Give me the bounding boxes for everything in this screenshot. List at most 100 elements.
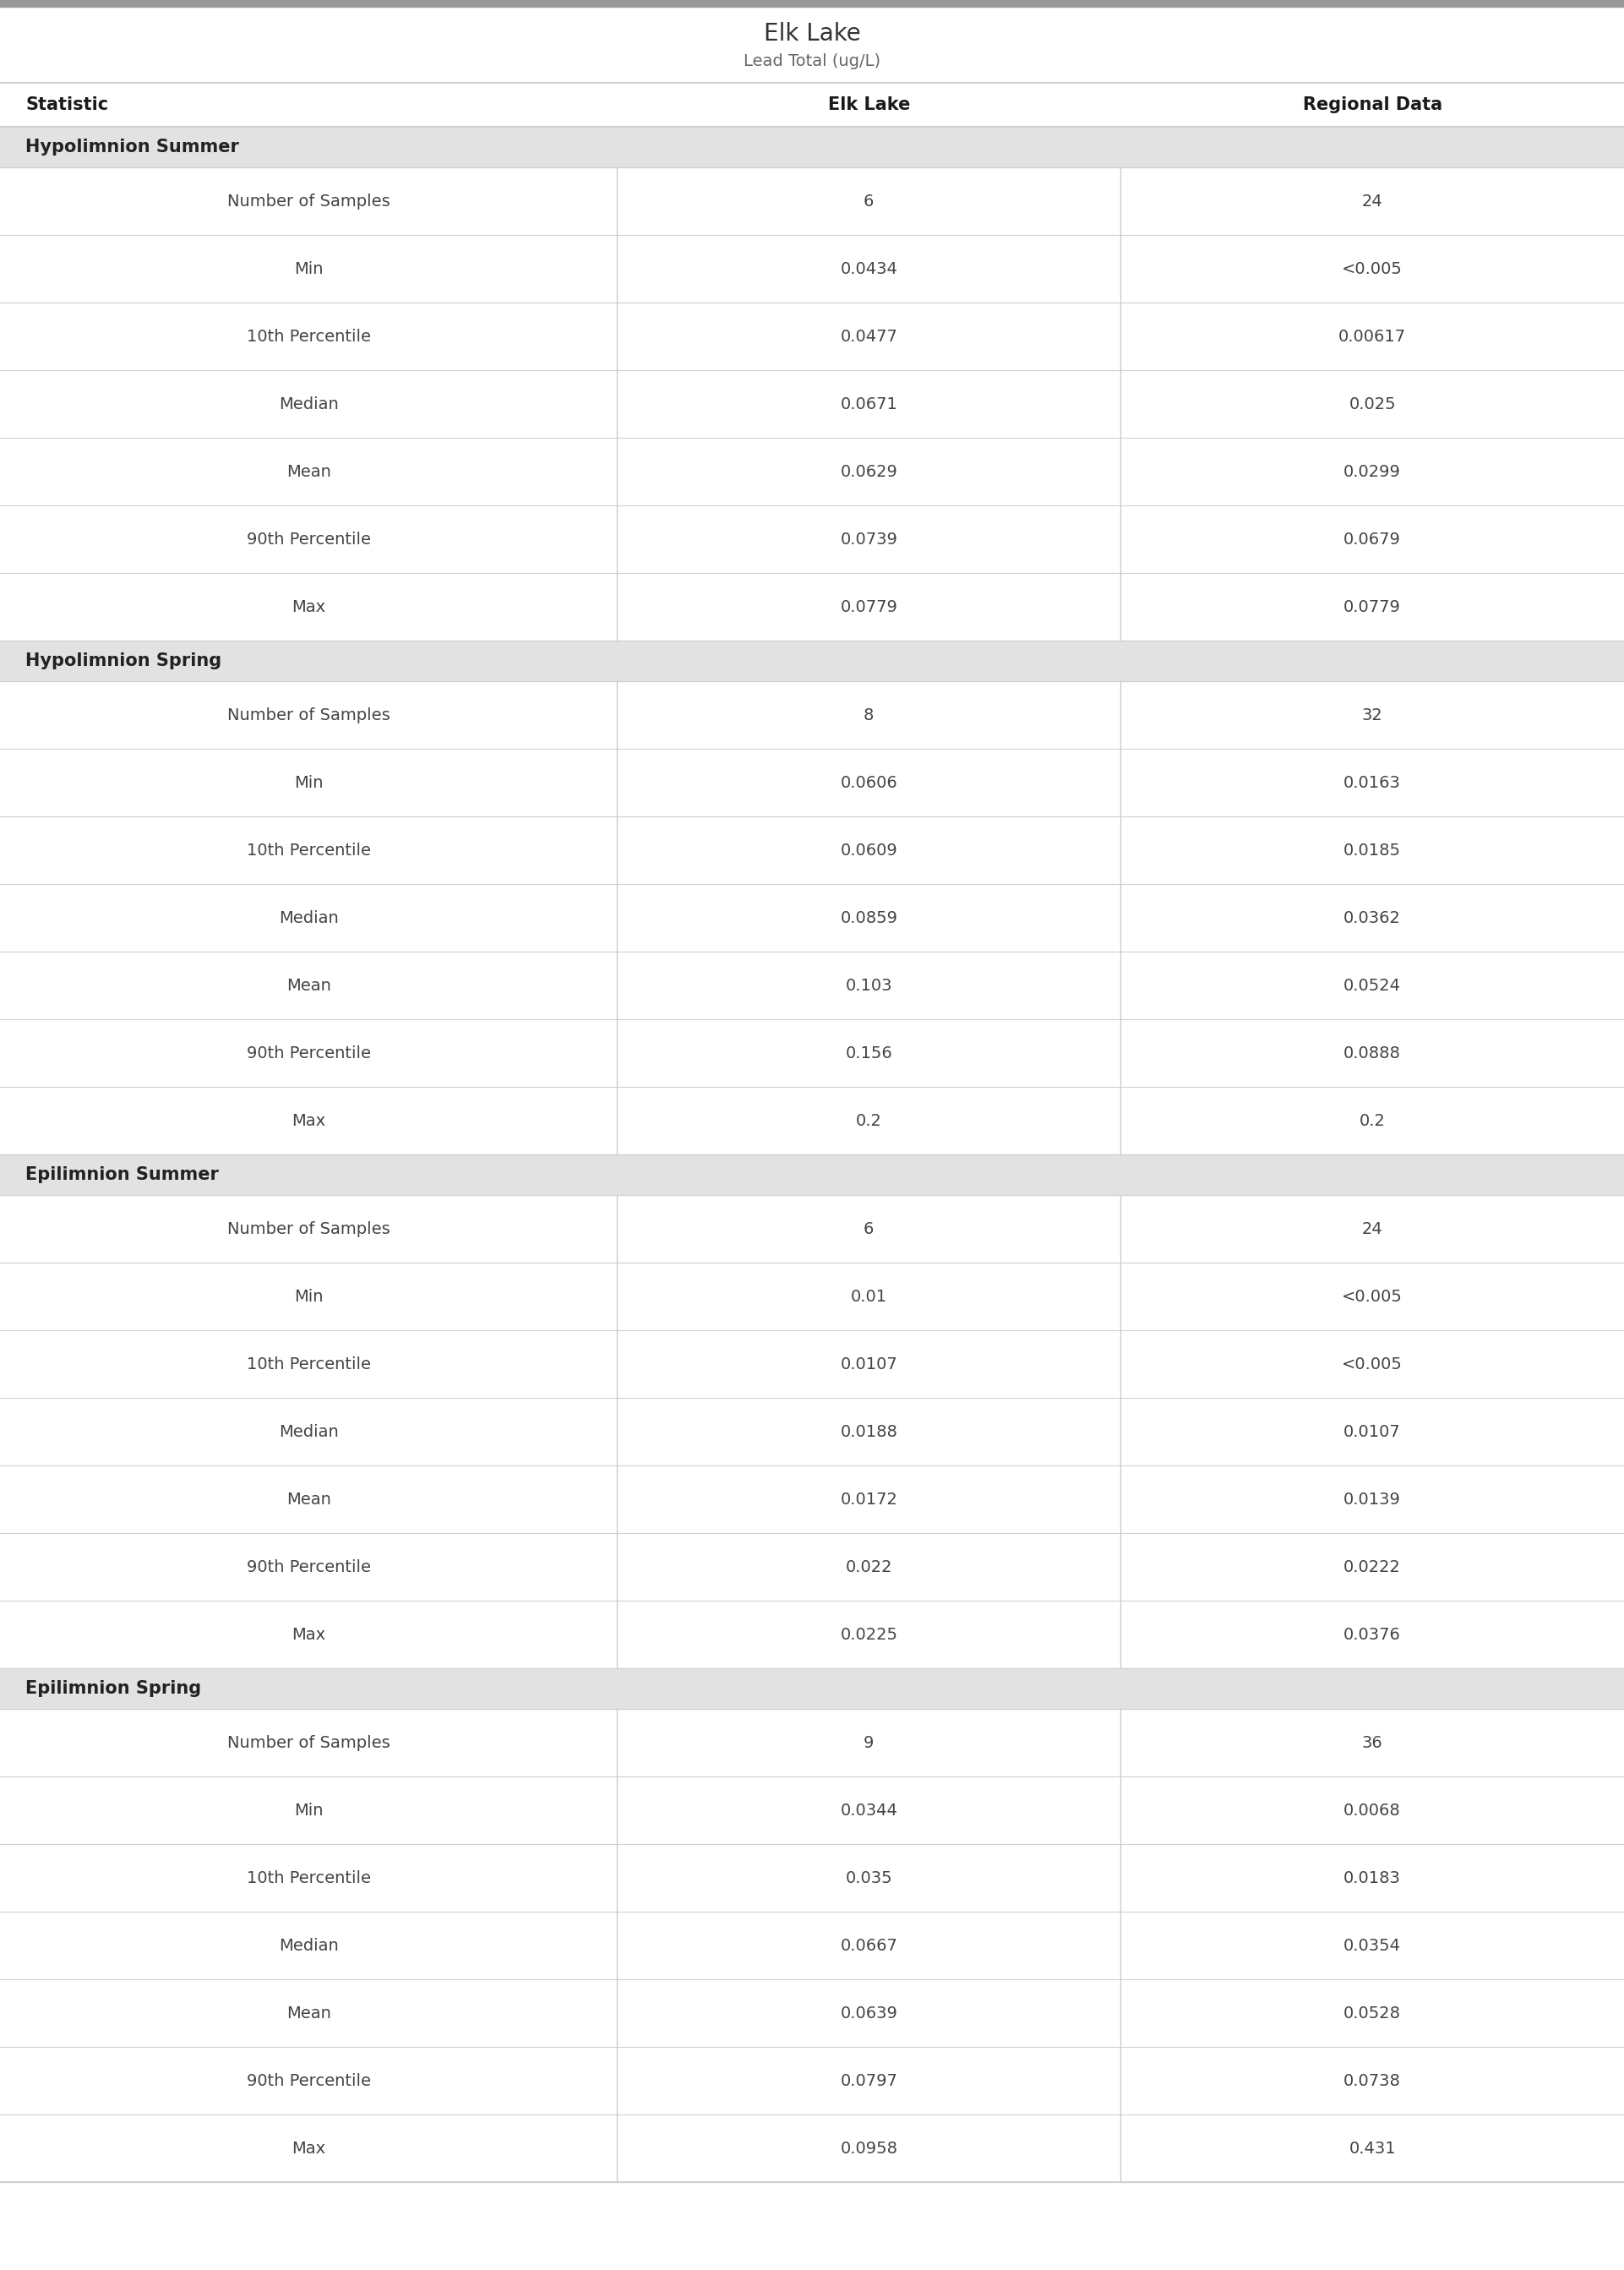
Text: 0.0172: 0.0172 (840, 1491, 898, 1507)
Text: Hypolimnion Summer: Hypolimnion Summer (26, 138, 239, 157)
Text: Mean: Mean (286, 1491, 331, 1507)
Text: 0.035: 0.035 (846, 1870, 892, 1886)
Text: Mean: Mean (286, 463, 331, 479)
Text: 0.0376: 0.0376 (1343, 1625, 1402, 1643)
Text: 6: 6 (864, 1221, 874, 1237)
Text: Min: Min (294, 774, 323, 790)
Text: Number of Samples: Number of Samples (227, 1734, 390, 1750)
Text: Max: Max (292, 599, 325, 615)
Text: 0.0739: 0.0739 (840, 531, 898, 547)
Text: 0.0859: 0.0859 (840, 910, 898, 926)
Bar (0, 749, 1624, 817)
Text: 0.0188: 0.0188 (840, 1423, 898, 1439)
Bar (0, 1532, 1624, 1600)
Bar (0, 883, 1624, 951)
Text: Statistic: Statistic (26, 95, 109, 114)
Bar (0, 370, 1624, 438)
Bar (0, 2113, 1624, 2181)
Bar (0, 168, 1624, 234)
Bar (0, 506, 1624, 572)
Text: 0.0225: 0.0225 (840, 1625, 898, 1643)
Text: Number of Samples: Number of Samples (227, 1221, 390, 1237)
Text: 0.0163: 0.0163 (1343, 774, 1402, 790)
Text: 0.0779: 0.0779 (840, 599, 898, 615)
Text: <0.005: <0.005 (1341, 1289, 1403, 1305)
Bar (0, 0, 1624, 7)
Text: 0.0671: 0.0671 (840, 395, 898, 411)
Bar (0, 302, 1624, 370)
Text: <0.005: <0.005 (1341, 261, 1403, 277)
Text: 0.0779: 0.0779 (1343, 599, 1402, 615)
Text: 0.0606: 0.0606 (840, 774, 898, 790)
Bar (0, 1087, 1624, 1155)
Text: Regional Data: Regional Data (1302, 95, 1442, 114)
Text: 0.0667: 0.0667 (840, 1936, 898, 1954)
Bar (0, 82, 1624, 127)
Text: Max: Max (292, 1625, 325, 1643)
Bar (0, 1466, 1624, 1532)
Bar (0, 817, 1624, 883)
Bar (0, 1843, 1624, 1911)
Text: 0.0107: 0.0107 (840, 1355, 898, 1371)
Text: 0.022: 0.022 (846, 1559, 892, 1575)
Bar (0, 572, 1624, 640)
Bar (0, 7, 1624, 82)
Text: 0.0107: 0.0107 (1343, 1423, 1402, 1439)
Text: 32: 32 (1363, 706, 1382, 724)
Text: Min: Min (294, 1289, 323, 1305)
Text: 0.0797: 0.0797 (840, 2073, 898, 2088)
Text: 24: 24 (1363, 1221, 1382, 1237)
Text: 0.01: 0.01 (851, 1289, 887, 1305)
Bar (0, 1777, 1624, 1843)
Text: 0.431: 0.431 (1350, 2141, 1395, 2156)
Text: Epilimnion Spring: Epilimnion Spring (26, 1680, 201, 1698)
Text: 8: 8 (864, 706, 874, 724)
Text: 10th Percentile: 10th Percentile (247, 329, 370, 345)
Text: Median: Median (279, 910, 338, 926)
Text: 10th Percentile: 10th Percentile (247, 1870, 370, 1886)
Text: Min: Min (294, 1802, 323, 1818)
Bar (0, 127, 1624, 168)
Text: Hypolimnion Spring: Hypolimnion Spring (26, 651, 221, 670)
Text: 0.0139: 0.0139 (1343, 1491, 1402, 1507)
Bar (0, 951, 1624, 1019)
Text: Min: Min (294, 261, 323, 277)
Text: 0.0958: 0.0958 (840, 2141, 898, 2156)
Text: Max: Max (292, 1112, 325, 1128)
Text: 0.0362: 0.0362 (1343, 910, 1402, 926)
Bar (0, 1155, 1624, 1194)
Text: 0.0434: 0.0434 (840, 261, 898, 277)
Text: 10th Percentile: 10th Percentile (247, 1355, 370, 1371)
Text: 0.0354: 0.0354 (1343, 1936, 1402, 1954)
Text: 0.0609: 0.0609 (840, 842, 898, 858)
Text: 24: 24 (1363, 193, 1382, 209)
Text: Number of Samples: Number of Samples (227, 193, 390, 209)
Text: 0.0344: 0.0344 (840, 1802, 898, 1818)
Text: 36: 36 (1363, 1734, 1382, 1750)
Text: 0.2: 0.2 (856, 1112, 882, 1128)
Text: 0.0639: 0.0639 (840, 2004, 898, 2020)
Text: 0.0185: 0.0185 (1343, 842, 1402, 858)
Bar (0, 1194, 1624, 1262)
Text: 0.103: 0.103 (846, 978, 892, 994)
Text: Mean: Mean (286, 978, 331, 994)
Bar (0, 234, 1624, 302)
Text: 0.0528: 0.0528 (1343, 2004, 1402, 2020)
Text: 0.0679: 0.0679 (1343, 531, 1402, 547)
Text: 0.0299: 0.0299 (1343, 463, 1402, 479)
Text: 0.0738: 0.0738 (1343, 2073, 1402, 2088)
Text: <0.005: <0.005 (1341, 1355, 1403, 1371)
Text: 0.0629: 0.0629 (840, 463, 898, 479)
Bar (0, 1398, 1624, 1466)
Bar (0, 1262, 1624, 1330)
Text: 0.0183: 0.0183 (1343, 1870, 1402, 1886)
Text: Median: Median (279, 395, 338, 411)
Bar (0, 1668, 1624, 1709)
Bar (0, 1979, 1624, 2048)
Text: 0.00617: 0.00617 (1338, 329, 1406, 345)
Text: 10th Percentile: 10th Percentile (247, 842, 370, 858)
Text: Max: Max (292, 2141, 325, 2156)
Bar (0, 1330, 1624, 1398)
Bar (0, 640, 1624, 681)
Text: 9: 9 (864, 1734, 874, 1750)
